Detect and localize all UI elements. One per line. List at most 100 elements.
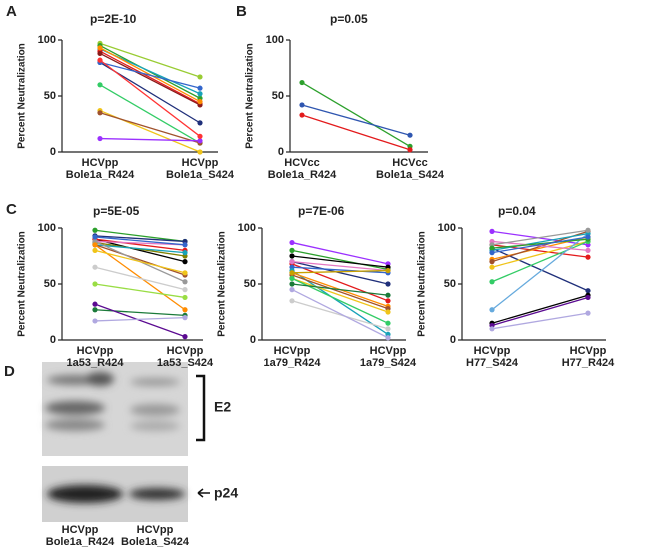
y-tick-label: 0 — [278, 146, 284, 158]
point — [489, 259, 495, 265]
bracket — [196, 374, 206, 442]
point — [182, 250, 188, 256]
point — [585, 247, 591, 253]
point — [92, 307, 98, 313]
point — [289, 259, 295, 265]
series-line — [99, 50, 201, 105]
point — [299, 112, 305, 118]
series-line — [291, 289, 389, 339]
series-line — [291, 255, 389, 268]
series-line — [94, 244, 186, 254]
blot-p24-bands — [47, 485, 185, 503]
annotation: p=0.05 — [330, 12, 368, 26]
series-line — [99, 112, 201, 144]
point — [92, 234, 98, 240]
point — [385, 309, 391, 315]
series-line — [99, 59, 201, 137]
point — [289, 287, 295, 293]
point — [197, 91, 203, 97]
x-tick-label: HCVpp 1a79_S424 — [359, 345, 417, 369]
point — [385, 335, 391, 341]
annotation: p=2E-10 — [90, 12, 137, 26]
point — [289, 275, 295, 281]
point — [97, 82, 103, 88]
series-line — [491, 233, 589, 311]
x-tick-label: HCVpp 1a79_R424 — [263, 345, 321, 369]
point — [385, 320, 391, 326]
series-line — [94, 266, 186, 291]
point — [182, 287, 188, 293]
series-line — [301, 82, 411, 147]
y-axis-label: Percent Neutralization — [217, 231, 228, 337]
point — [97, 45, 103, 51]
series-line — [291, 274, 389, 310]
series-line — [94, 235, 186, 243]
y-tick-label: 50 — [244, 278, 256, 290]
series-line — [301, 104, 411, 136]
point — [385, 298, 391, 304]
x-tick-label: HCVcc Bole1a_S424 — [376, 157, 444, 181]
annotation: p=7E-06 — [298, 204, 345, 218]
point — [182, 315, 188, 321]
annotation: p=5E-05 — [93, 204, 140, 218]
series-line — [94, 244, 186, 276]
point — [489, 245, 495, 251]
point — [489, 250, 495, 256]
point — [289, 298, 295, 304]
x-tick-label: HCVpp Bole1a_S424 — [166, 157, 234, 181]
point — [585, 294, 591, 301]
point — [407, 132, 413, 138]
band-label: p24 — [214, 485, 238, 501]
point — [385, 267, 391, 274]
series-line — [94, 303, 186, 338]
point — [197, 149, 203, 155]
arrow — [197, 488, 210, 498]
point — [197, 99, 203, 105]
series-line — [491, 232, 589, 252]
series-line — [291, 269, 389, 274]
point — [585, 227, 591, 233]
panel-label: B — [236, 3, 247, 20]
point — [182, 259, 188, 265]
point — [585, 234, 591, 240]
point — [92, 301, 98, 307]
y-tick-label: 100 — [238, 222, 256, 234]
series-line — [99, 137, 201, 142]
y-axis-label: Percent Neutralization — [417, 231, 428, 337]
series-line — [291, 260, 389, 272]
series-line — [94, 240, 186, 246]
point — [197, 133, 203, 139]
point — [92, 318, 98, 324]
band-label: E2 — [214, 399, 231, 415]
point — [385, 281, 391, 287]
y-tick-label: 100 — [38, 222, 56, 234]
y-tick-label: 100 — [438, 222, 456, 234]
point — [92, 281, 98, 287]
series-line — [291, 277, 389, 313]
point — [385, 326, 391, 332]
x-tick-label: HCVpp 1a53_S424 — [156, 345, 214, 369]
series-line — [291, 266, 389, 274]
series-line — [94, 249, 186, 274]
point — [92, 264, 98, 270]
series-line — [99, 42, 201, 78]
point — [182, 242, 188, 248]
y-tick-label: 50 — [444, 278, 456, 290]
point — [289, 247, 295, 253]
series-line — [491, 238, 589, 249]
series-line — [491, 236, 589, 254]
series-line — [94, 238, 186, 263]
point — [197, 120, 203, 126]
series-line — [94, 238, 186, 252]
point — [289, 281, 295, 287]
y-tick-label: 0 — [50, 334, 56, 346]
point — [385, 292, 391, 298]
y-axis-label: Percent Neutralization — [17, 43, 28, 149]
point — [289, 270, 295, 276]
point — [299, 79, 305, 86]
point — [585, 288, 591, 294]
y-tick-label: 0 — [50, 146, 56, 158]
point — [289, 253, 295, 259]
point — [197, 85, 203, 91]
